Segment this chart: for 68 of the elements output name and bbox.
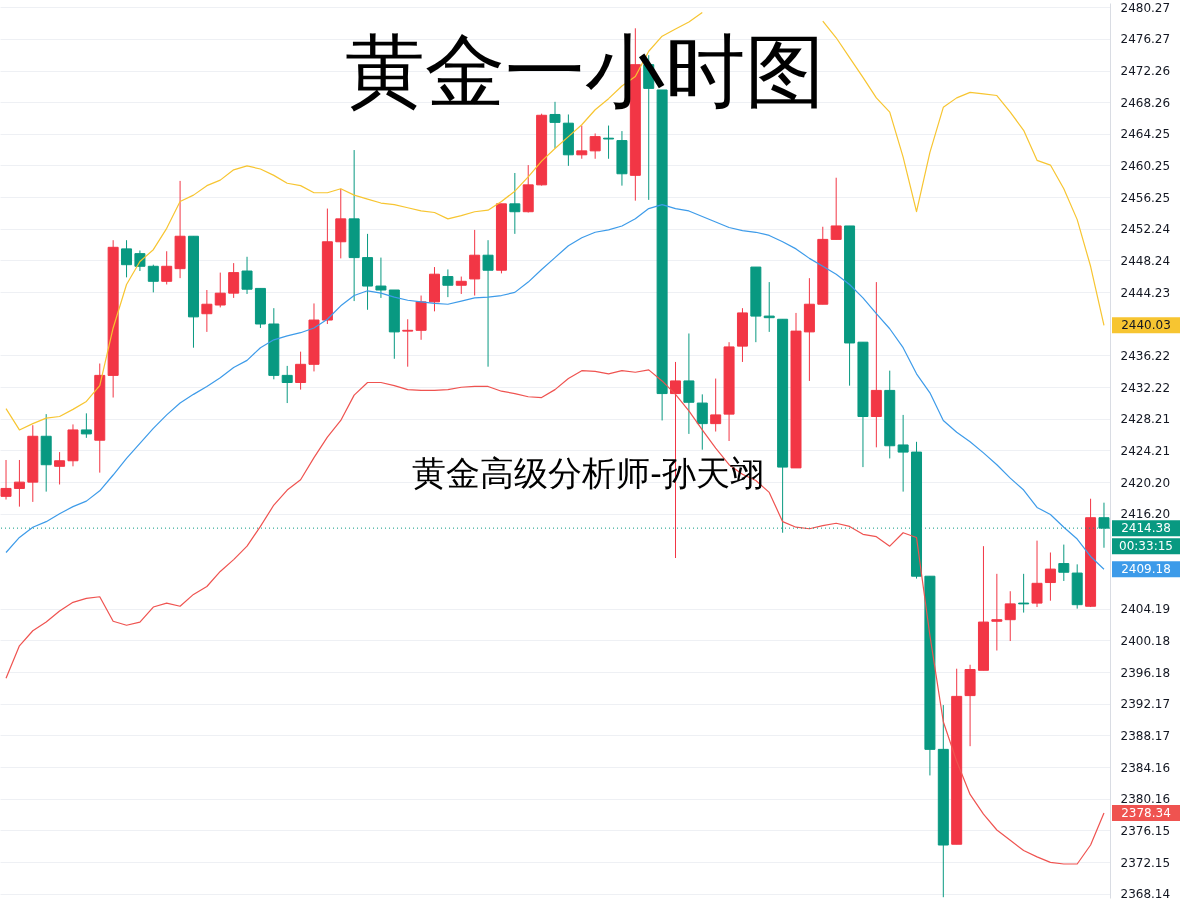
candlestick: [201, 289, 213, 333]
candlestick: [603, 125, 615, 160]
candlestick: [295, 351, 307, 391]
y-tick-label: 2396.18: [1120, 665, 1171, 680]
y-tick-label: 2372.15: [1120, 855, 1171, 870]
y-tick-label: 2404.19: [1120, 602, 1171, 617]
y-tick-label: 2376.15: [1120, 823, 1171, 838]
candlestick: [482, 239, 494, 368]
candlestick: [1004, 590, 1016, 642]
y-tick-label: 2456.25: [1120, 190, 1171, 205]
candlestick: [1031, 540, 1043, 608]
y-tick-label: 2444.23: [1120, 285, 1171, 300]
candlestick: [1018, 573, 1030, 614]
candlestick: [696, 393, 708, 451]
y-tick-label: 2480.27: [1120, 0, 1171, 15]
y-tick-label: 2388.17: [1120, 728, 1171, 743]
y-tick-label: 2436.22: [1120, 348, 1171, 363]
candlestick: [375, 257, 387, 299]
y-tick-label: 2448.24: [1120, 253, 1171, 268]
candlestick: [897, 414, 909, 493]
candlestick: [710, 378, 722, 433]
candlestick: [54, 451, 66, 485]
y-tick-label: 2392.17: [1120, 697, 1171, 712]
data-label: 2378.34: [1121, 806, 1171, 821]
candlestick: [241, 256, 253, 295]
y-tick-label: 2472.26: [1120, 64, 1171, 79]
candlestick: [214, 272, 226, 308]
y-tick-label: 2400.18: [1120, 633, 1171, 648]
candlestick: [576, 125, 588, 160]
ref-line-label: 2414.38: [1121, 521, 1171, 536]
y-tick-label: 2460.25: [1120, 158, 1171, 173]
y-tick-label: 2452.24: [1120, 222, 1171, 237]
candlestick: [161, 250, 173, 285]
candlestick: [80, 412, 92, 439]
y-tick-label: 2432.22: [1120, 380, 1171, 395]
text: 00:33:15: [1119, 539, 1173, 554]
y-tick-label: 2368.14: [1120, 887, 1171, 901]
y-tick-label: 2476.27: [1120, 32, 1171, 47]
y-tick-label: 2428.21: [1120, 412, 1171, 427]
candlestick: [1058, 544, 1070, 582]
candlestick: [509, 172, 521, 235]
candlestick: [549, 101, 561, 149]
y-tick-label: 2416.20: [1120, 507, 1171, 522]
candlestick: [0, 459, 12, 501]
y-tick-label: 2380.16: [1120, 792, 1171, 807]
candlestick: [442, 268, 454, 298]
y-tick-label: 2424.21: [1120, 443, 1171, 458]
y-tick-label: 2384.16: [1120, 760, 1171, 775]
candlestick: [589, 132, 601, 160]
candlestick: [1044, 551, 1056, 602]
candlestick: [121, 239, 133, 278]
candlestick: [469, 229, 481, 297]
candlestick: [281, 365, 293, 404]
candlestick: [991, 573, 1003, 652]
y-tick-label: 2420.20: [1120, 475, 1171, 490]
candlestick: [228, 262, 240, 299]
candlestick: [402, 318, 414, 368]
data-label: 2440.03: [1121, 318, 1171, 333]
candlestick: [683, 332, 695, 435]
data-label: 2409.18: [1121, 562, 1171, 577]
line-series: [5, 369, 1105, 865]
y-tick-label: 2464.25: [1120, 127, 1171, 142]
y-tick-label: 2468.26: [1120, 95, 1171, 110]
candlestick: [763, 281, 775, 333]
candlestick: [147, 264, 159, 293]
candlestick: [13, 459, 25, 508]
line-series: [5, 204, 1105, 570]
candlestick: [335, 188, 347, 259]
